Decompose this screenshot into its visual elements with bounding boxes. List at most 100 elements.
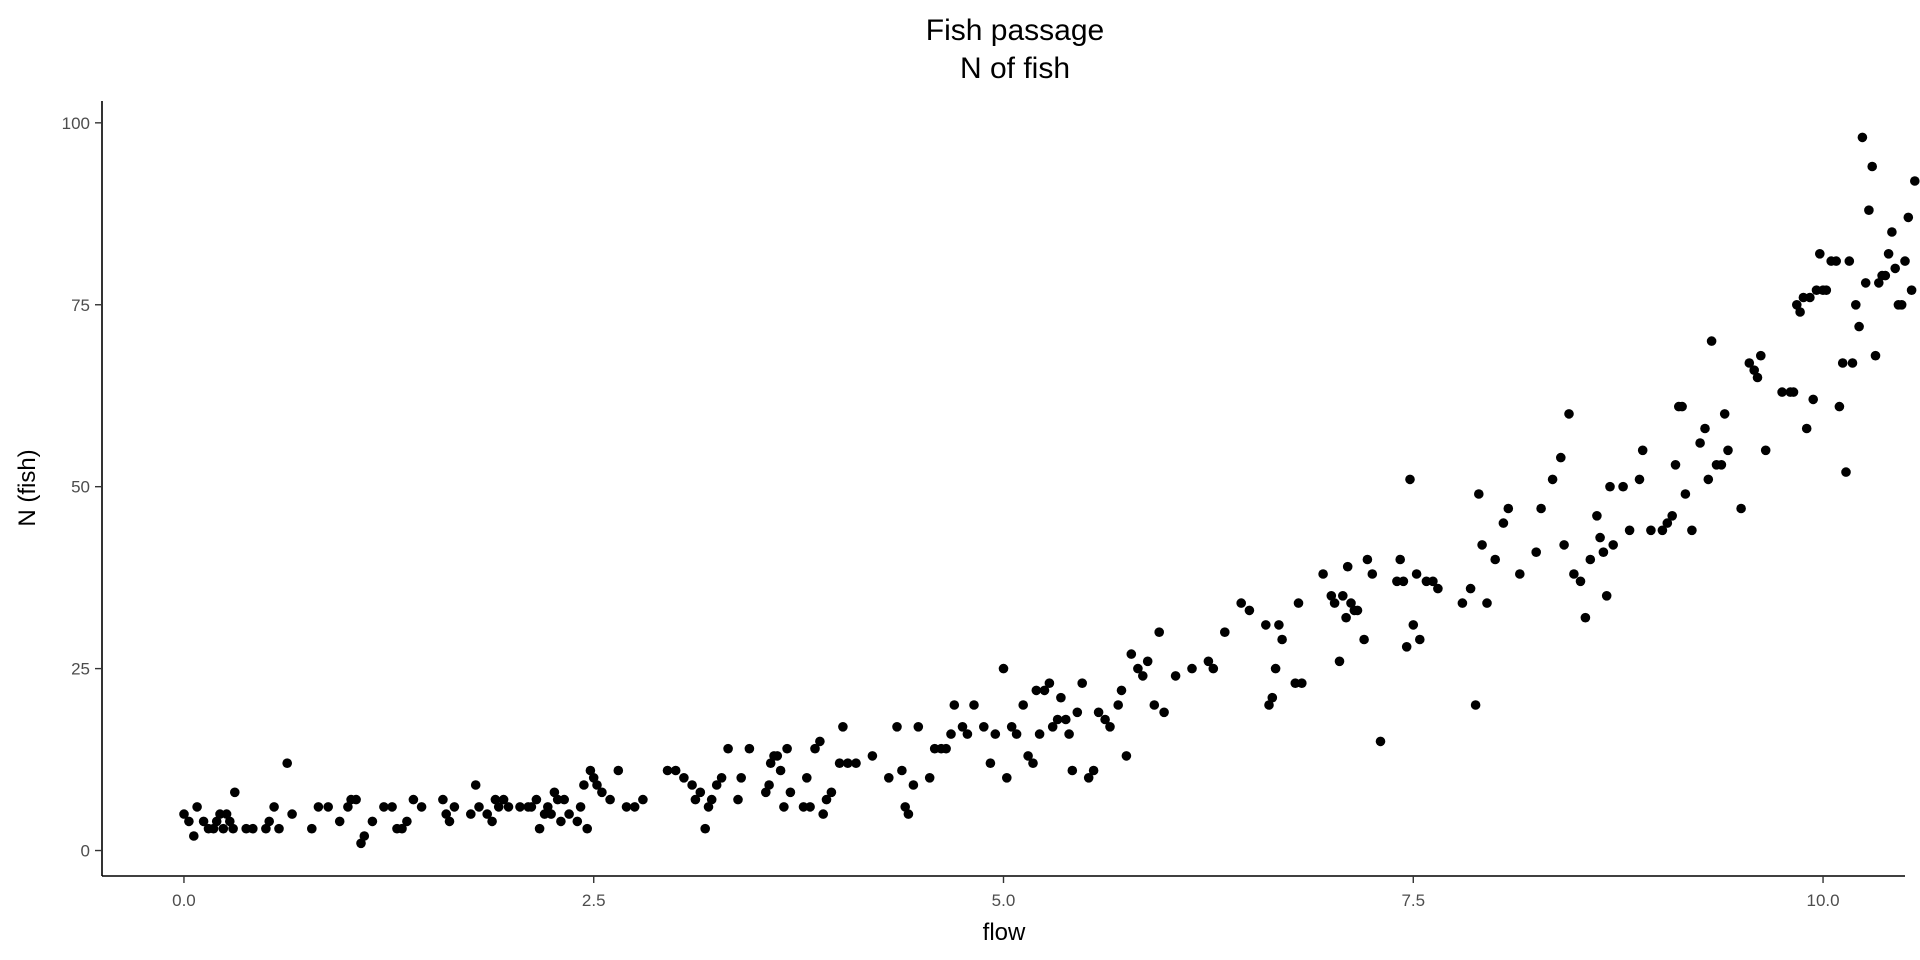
data-point	[1723, 445, 1733, 456]
data-point	[1159, 707, 1169, 718]
data-point	[1067, 765, 1078, 776]
data-point	[1044, 678, 1055, 688]
data-point	[903, 809, 914, 819]
data-point	[1034, 729, 1045, 739]
data-point	[1018, 700, 1028, 710]
data-point	[343, 802, 353, 812]
data-point	[441, 809, 452, 819]
data-point	[592, 780, 602, 790]
data-point	[498, 794, 509, 805]
data-point	[1857, 132, 1868, 143]
data-point	[1752, 372, 1763, 383]
data-point	[556, 816, 566, 827]
data-point	[261, 823, 271, 834]
y-axis-title: N (fish)	[14, 449, 41, 526]
data-point	[192, 802, 202, 812]
data-point	[695, 787, 706, 798]
data-point	[851, 758, 861, 768]
data-point	[1744, 358, 1755, 368]
data-point	[1719, 409, 1730, 419]
data-point	[1834, 401, 1845, 412]
data-point	[1680, 489, 1691, 499]
data-point	[1831, 256, 1841, 266]
data-point	[805, 802, 815, 812]
data-point	[629, 802, 640, 812]
data-point	[1149, 700, 1160, 710]
data-point	[785, 787, 796, 798]
data-point	[1821, 285, 1832, 296]
data-point	[1536, 503, 1546, 514]
data-point	[1662, 518, 1673, 528]
data-point	[1088, 765, 1099, 776]
data-point	[543, 802, 553, 812]
data-point	[908, 780, 919, 790]
data-point	[1706, 336, 1717, 346]
data-point	[1267, 692, 1278, 703]
data-point	[1367, 569, 1378, 579]
data-point	[1064, 729, 1074, 739]
data-point	[821, 794, 832, 805]
data-point	[1142, 656, 1153, 667]
data-point	[1398, 576, 1409, 587]
data-point	[490, 794, 501, 805]
data-point	[1854, 321, 1864, 332]
data-point	[1470, 700, 1481, 710]
data-point	[1700, 423, 1710, 434]
data-point	[1031, 685, 1042, 696]
data-point	[585, 765, 596, 776]
data-point	[1338, 591, 1348, 601]
data-point	[1329, 598, 1340, 608]
data-point	[515, 802, 525, 812]
x-axis-title: flow	[983, 919, 1026, 946]
data-point	[949, 700, 960, 710]
data-point	[1490, 554, 1500, 565]
data-point	[588, 773, 599, 783]
data-point	[764, 780, 774, 790]
data-point	[638, 794, 648, 805]
data-point	[1585, 554, 1596, 565]
data-point	[736, 773, 746, 783]
data-point	[282, 758, 293, 768]
data-point	[416, 802, 427, 812]
data-point	[1890, 263, 1900, 274]
data-point	[572, 816, 583, 827]
data-point	[884, 773, 894, 783]
data-point	[546, 809, 556, 819]
data-point	[941, 743, 951, 754]
data-point	[1093, 707, 1104, 718]
data-point	[1756, 350, 1766, 361]
data-point	[969, 700, 979, 710]
data-point	[1716, 460, 1727, 470]
data-point	[1077, 678, 1087, 688]
data-point	[474, 802, 484, 812]
data-point	[1703, 474, 1714, 485]
data-point	[1433, 583, 1443, 594]
data-point	[1293, 598, 1304, 608]
data-point	[1598, 547, 1609, 557]
data-point	[1498, 518, 1509, 528]
data-point	[834, 758, 845, 768]
data-point	[230, 787, 240, 798]
data-point	[597, 787, 607, 798]
data-point	[782, 743, 792, 754]
data-point	[1236, 598, 1246, 608]
x-tick-label: 2.5	[582, 891, 606, 910]
data-point	[1113, 700, 1123, 710]
data-point	[679, 773, 689, 783]
y-axis-ticks: 0 25 50 75 100	[62, 114, 102, 861]
data-point	[1815, 249, 1825, 259]
data-point	[621, 802, 632, 812]
data-point	[1844, 256, 1855, 266]
data-point	[444, 816, 455, 827]
data-point	[287, 809, 297, 819]
data-point	[1477, 540, 1487, 550]
data-point	[1903, 212, 1914, 223]
data-point	[1083, 773, 1094, 783]
data-point	[221, 809, 232, 819]
data-point	[1264, 700, 1274, 710]
chart-title: Fish passage	[926, 14, 1104, 47]
data-point	[1736, 503, 1746, 514]
data-point	[1580, 612, 1591, 623]
data-point	[1154, 627, 1164, 637]
data-point	[1428, 576, 1438, 587]
